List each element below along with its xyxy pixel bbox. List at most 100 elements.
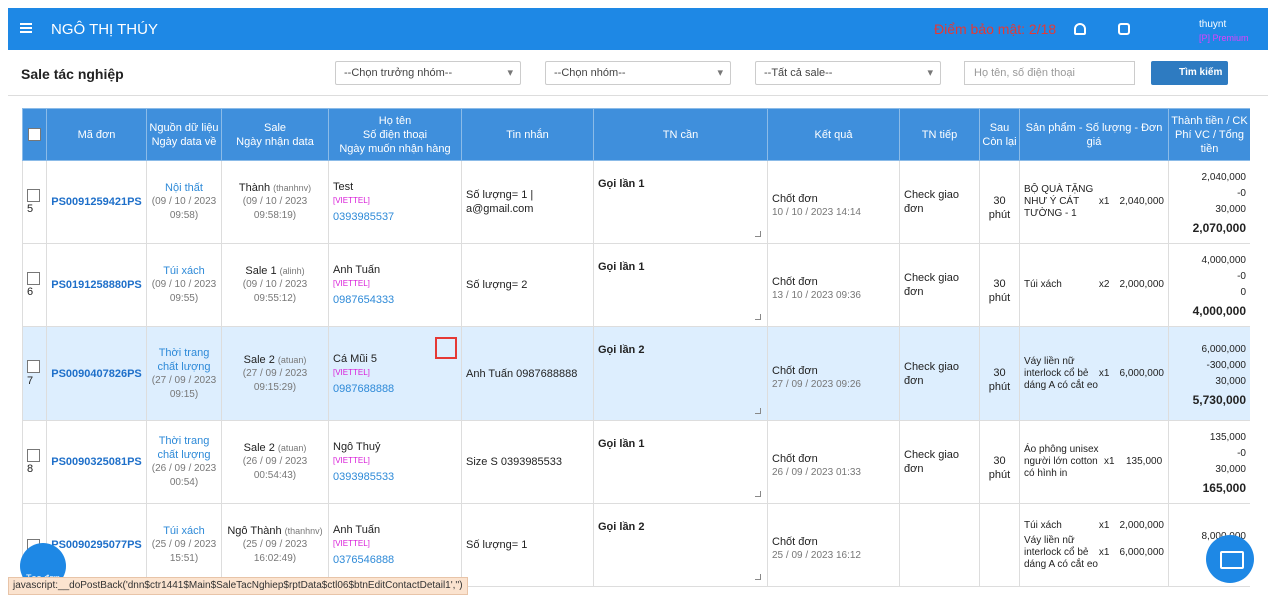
result-date: 10 / 10 / 2023 14:14 (772, 207, 861, 218)
call-status: Gọi lần 2 (598, 344, 645, 356)
order-code[interactable]: PS0191258880PS (51, 279, 142, 291)
page-title: Sale tác nghiệp (21, 66, 124, 82)
search-button[interactable]: Tìm kiếm (1151, 61, 1228, 85)
message: Số lượng= 2 (461, 243, 594, 327)
remaining: 30 phút (979, 243, 1020, 327)
cell: Chốt đơn 10 / 10 / 2023 14:14 (767, 160, 900, 244)
product-name: Áo phông unisex người lớn cotton có hình… (1024, 444, 1099, 479)
menu-button[interactable] (20, 23, 32, 33)
carrier: [VIETTEL] (333, 456, 370, 465)
sale-name: Sale 2 (243, 353, 275, 366)
product-qty: x1 (1104, 456, 1115, 467)
remaining: 30 phút (979, 420, 1020, 504)
bell-icon[interactable] (1074, 23, 1086, 35)
call-status: Gọi lần 2 (598, 521, 645, 533)
product: Váy liền nữ interlock cổ bẻ dáng A có cắ… (1024, 356, 1164, 392)
message-button[interactable] (1206, 535, 1254, 583)
carrier: [VIETTEL] (333, 279, 370, 288)
cell: Chốt đơn 26 / 09 / 2023 01:33 (767, 420, 900, 504)
product-qty: x2 (1098, 279, 1110, 290)
row-index: 8 (27, 463, 34, 475)
phone: 0376546888 (333, 554, 395, 566)
sale: Sale 2 (atuan) (226, 441, 324, 455)
checkbox[interactable] (28, 128, 41, 142)
table: Mã đơn Nguồn dữ liệu Ngày data về Sale Ngày … (22, 108, 1250, 587)
resize-handle (755, 408, 761, 414)
order-code[interactable]: PS0090295077PS (51, 539, 142, 551)
cell: PS0191258880PS (46, 243, 147, 327)
sale-date: (25 / 09 / 2023 (242, 539, 308, 550)
cell: Thời trang chất lượng (27 / 09 / 2023 09:1… (146, 326, 222, 421)
header: NGÔ THỊ THÚY Điểm bảo mật: 2/18 thuynt [… (8, 8, 1268, 50)
checkbox[interactable] (27, 448, 40, 462)
header-line: Tin nhắn (506, 128, 549, 141)
select[interactable]: --Tất cả sale-- (755, 61, 941, 85)
order-code[interactable]: PS0090407826PS (51, 367, 142, 380)
order-code[interactable]: PS0090325081PS (51, 456, 142, 468)
product-price: 2,040,000 (1119, 196, 1165, 207)
customer-name: Anh Tuấn (333, 264, 381, 276)
edit-icon[interactable] (435, 337, 457, 359)
header-line: Sale (263, 121, 287, 134)
megaphone-icon[interactable] (1118, 23, 1130, 35)
result: Chốt đơn (772, 536, 818, 548)
product-qty: x1 (1098, 546, 1110, 558)
order-code[interactable]: PS0091259421PS (51, 196, 142, 208)
cell: Túi xách (09 / 10 / 2023 09:55) (146, 243, 222, 327)
sale-user: (atuan) (277, 354, 307, 365)
resize-handle (755, 231, 761, 237)
source: Túi xách (163, 525, 205, 537)
sale-date: 00:54:43) (253, 470, 297, 481)
message: Số lượng= 1 (461, 503, 594, 587)
call-status: Gọi lần 1 (598, 261, 645, 273)
cell: Anh Tuấn [VIETTEL] 0987654333 (328, 243, 462, 327)
result-date: 26 / 09 / 2023 01:33 (772, 467, 861, 478)
product-qty: x1 (1098, 196, 1110, 207)
sale: Thành (thanhnv) (226, 181, 324, 195)
header-cell: Sale Ngày nhận data (221, 108, 329, 161)
cell: Sale 2 (atuan) (27 / 09 / 2023 09:15:29) (221, 326, 329, 421)
header-line: Ngày data về (151, 135, 217, 148)
customer-name: Test (333, 181, 354, 193)
select[interactable]: --Chọn nhóm-- (545, 61, 731, 85)
product: Áo phông unisex người lớn cotton có hình… (1024, 444, 1164, 480)
source-date: (09 / 10 / 2023 (151, 196, 217, 207)
result: Chốt đơn (772, 364, 818, 377)
row: 6 PS0191258880PS Túi xách (09 / 10 / 2023 09… (22, 243, 1250, 327)
row: 5 PS0091259421PS Nội thất (09 / 10 / 2023 09… (22, 160, 1250, 244)
sale: Sale 1 (alinh) (226, 264, 324, 278)
message: Số lượng= 1 | a@gmail.com (461, 160, 594, 244)
product-name: Váy liền nữ interlock cổ bẻ dáng A có cắ… (1024, 355, 1098, 391)
username[interactable]: thuynt (1199, 19, 1227, 30)
select[interactable]: --Chọn trưởng nhóm-- (335, 61, 521, 85)
amount: -0 (1237, 271, 1246, 282)
customer-name: Cá Mũi 5 (333, 352, 378, 365)
checkbox[interactable] (27, 188, 40, 202)
remaining: 30 phút (979, 326, 1020, 421)
call-status: Gọi lần 1 (598, 178, 645, 190)
message: Anh Tuấn 0987688888 (461, 326, 594, 421)
resize-handle (755, 491, 761, 497)
amount: 0 (1240, 287, 1246, 298)
checkbox[interactable] (27, 271, 40, 285)
sale-date: 09:58:19) (253, 210, 297, 221)
product-price: 6,000,000 (1119, 546, 1165, 558)
cell: Nội thất (09 / 10 / 2023 09:58) (146, 160, 222, 244)
header-cell: Thành tiền / CK Phí VC / Tổng tiền (1168, 108, 1250, 161)
table-wrap: Mã đơn Nguồn dữ liệu Ngày data về Sale Ngày … (22, 108, 1250, 603)
sale: Ngô Thành (thanhnv) (226, 524, 324, 538)
amount: 30,000 (1215, 464, 1246, 475)
source: Nội thất (165, 182, 203, 194)
cell: 135,000 -0 30,000 165,000 (1168, 420, 1250, 504)
customer-name: Anh Tuấn (333, 524, 381, 536)
search-input[interactable]: Họ tên, số điện thoại (964, 61, 1135, 85)
cell: PS0090325081PS (46, 420, 147, 504)
cell: Ngô Thành (thanhnv) (25 / 09 / 2023 16:02:4… (221, 503, 329, 587)
cell: 8 (22, 420, 47, 504)
header-line: Sản phẩm - Số lượng - Đơn giá (1025, 121, 1163, 148)
checkbox[interactable] (27, 360, 40, 374)
sale-name: Sale 1 (245, 265, 277, 277)
row: 7 PS0090407826PS Thời trang chất lượng (27 … (22, 326, 1250, 421)
cell: Thành (thanhnv) (09 / 10 / 2023 09:58:19) (221, 160, 329, 244)
